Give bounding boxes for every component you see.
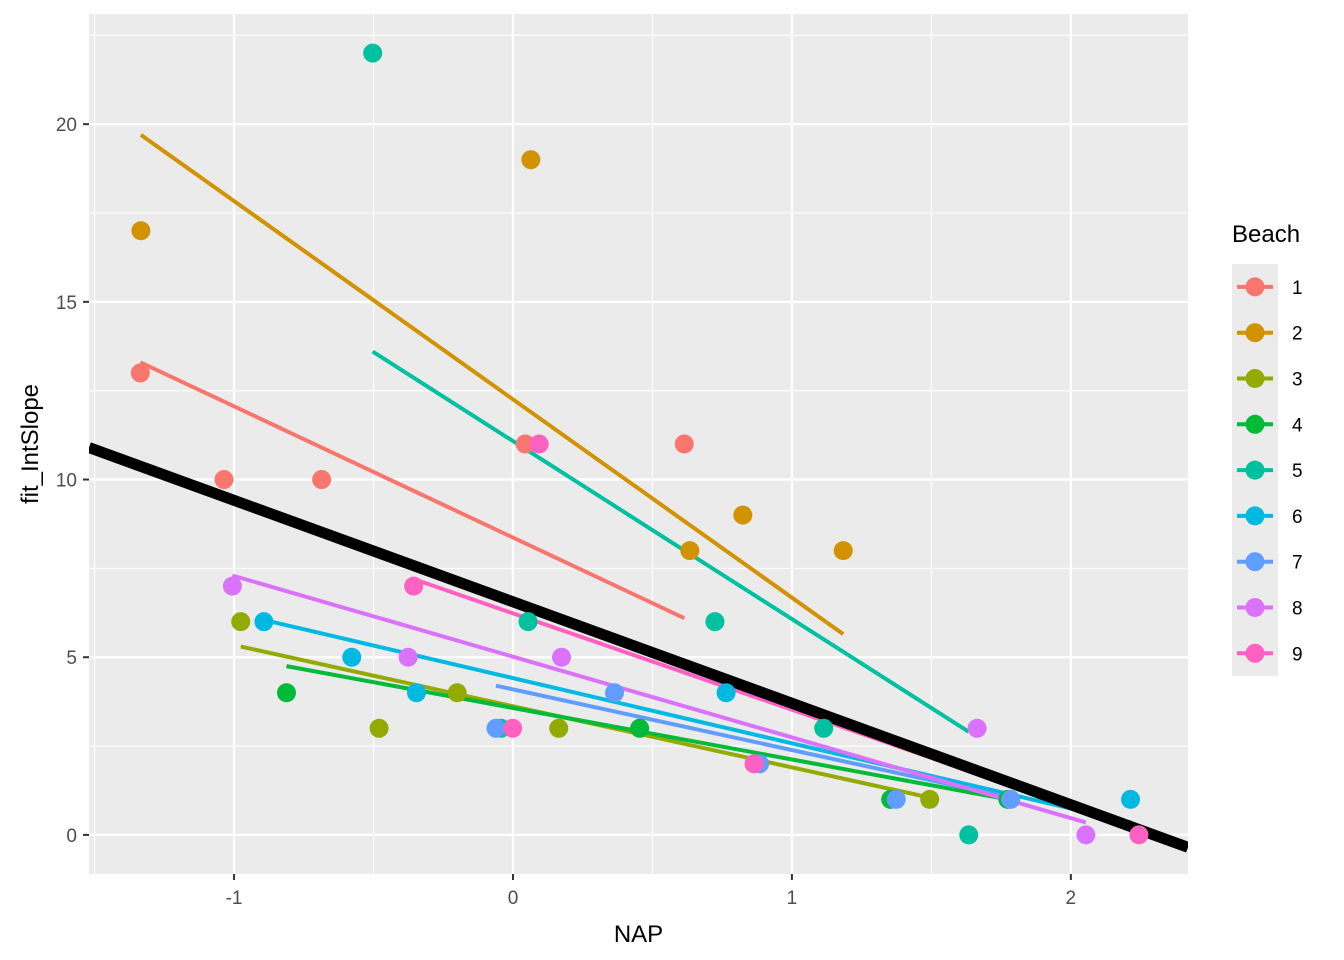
data-point-beach-8 — [552, 647, 572, 667]
data-point-beach-2 — [131, 221, 151, 241]
data-point-beach-6 — [406, 683, 426, 703]
x-tick-label: 0 — [508, 888, 519, 909]
minor-gridlines — [89, 14, 1188, 874]
data-point-beach-1 — [515, 434, 535, 454]
fit-line-beach-8 — [231, 573, 1087, 825]
x-tick-label: 2 — [1066, 888, 1077, 909]
data-point-beach-3 — [920, 789, 940, 809]
legend-label-6: 6 — [1292, 507, 1303, 528]
legend-label-3: 3 — [1292, 370, 1303, 391]
legend-key-point-6 — [1245, 506, 1265, 526]
y-tick-label: 10 — [56, 471, 77, 492]
legend: Beach 1 2 3 4 5 6 7 8 9 — [1232, 221, 1303, 676]
data-point-beach-8 — [398, 647, 418, 667]
x-axis-title: NAP — [614, 921, 663, 948]
data-point-beach-1 — [214, 470, 234, 490]
data-point-beach-6 — [716, 683, 736, 703]
y-tick-label: 0 — [66, 826, 77, 847]
data-point-beach-2 — [680, 541, 700, 561]
y-axis-title: fit_IntSlope — [17, 384, 44, 504]
data-point-beach-9 — [744, 754, 764, 774]
data-point-beach-6 — [1121, 789, 1141, 809]
data-point-beach-5 — [705, 612, 725, 632]
y-tick-label: 20 — [56, 115, 77, 136]
overall-fit-line — [89, 442, 1188, 853]
data-point-beach-2 — [833, 541, 853, 561]
data-point-beach-9 — [404, 576, 424, 596]
data-point-beach-5 — [363, 43, 383, 63]
data-point-beach-8 — [967, 718, 987, 738]
data-point-beach-9 — [1129, 825, 1149, 845]
data-point-beach-6 — [254, 612, 274, 632]
data-point-beach-1 — [312, 470, 332, 490]
fit-line-beach-7 — [495, 683, 1012, 800]
data-point-beach-4 — [630, 718, 650, 738]
y-tick-label: 15 — [56, 293, 77, 314]
x-axis: -1 0 1 2 — [226, 874, 1077, 909]
legend-key-point-9 — [1245, 643, 1265, 663]
fit-line-beach-5 — [371, 349, 970, 734]
y-tick-label: 5 — [66, 648, 77, 669]
data-point-beach-7 — [886, 789, 906, 809]
data-point-beach-5 — [814, 718, 834, 738]
data-point-beach-2 — [733, 505, 753, 525]
legend-label-4: 4 — [1292, 415, 1303, 436]
y-axis: 0 5 10 15 20 — [56, 115, 89, 847]
data-point-beach-6 — [342, 647, 362, 667]
x-tick-label: 1 — [787, 888, 798, 909]
x-tick-label: -1 — [226, 888, 243, 909]
data-point-beach-8 — [222, 576, 242, 596]
data-point-beach-3 — [549, 718, 569, 738]
data-point-beach-9 — [529, 434, 549, 454]
overall-fit-layer — [89, 442, 1188, 853]
data-point-beach-2 — [521, 150, 541, 170]
legend-key-point-8 — [1245, 598, 1265, 617]
legend-key-point-5 — [1245, 460, 1265, 480]
legend-items: 1 2 3 4 5 6 7 8 9 — [1237, 277, 1303, 665]
legend-key-point-4 — [1245, 414, 1265, 434]
data-point-beach-1 — [674, 434, 694, 454]
data-point-beach-4 — [276, 683, 296, 703]
fit-line-beach-1 — [139, 360, 686, 620]
legend-label-8: 8 — [1292, 599, 1303, 620]
data-point-beach-3 — [369, 718, 389, 738]
data-points — [130, 43, 1149, 845]
legend-label-1: 1 — [1292, 278, 1303, 299]
fit-line-beach-2 — [139, 133, 845, 636]
legend-key-point-2 — [1245, 323, 1265, 343]
data-point-beach-3 — [447, 683, 467, 703]
data-point-beach-5 — [959, 825, 979, 845]
data-point-beach-1 — [130, 363, 150, 383]
legend-key-point-7 — [1245, 552, 1265, 572]
data-point-beach-9 — [503, 718, 523, 738]
data-point-beach-7 — [486, 718, 506, 738]
data-point-beach-8 — [1076, 825, 1096, 845]
data-point-beach-7 — [605, 683, 625, 703]
legend-title: Beach — [1232, 221, 1300, 248]
data-point-beach-3 — [231, 612, 251, 632]
plot-panel — [89, 14, 1188, 874]
legend-label-2: 2 — [1292, 324, 1303, 345]
legend-key-point-1 — [1245, 277, 1265, 297]
legend-key-point-3 — [1245, 369, 1265, 388]
data-point-beach-5 — [518, 612, 538, 632]
legend-label-5: 5 — [1292, 461, 1303, 482]
data-point-beach-7 — [1001, 789, 1021, 809]
legend-label-7: 7 — [1292, 553, 1303, 574]
legend-label-9: 9 — [1292, 644, 1303, 665]
